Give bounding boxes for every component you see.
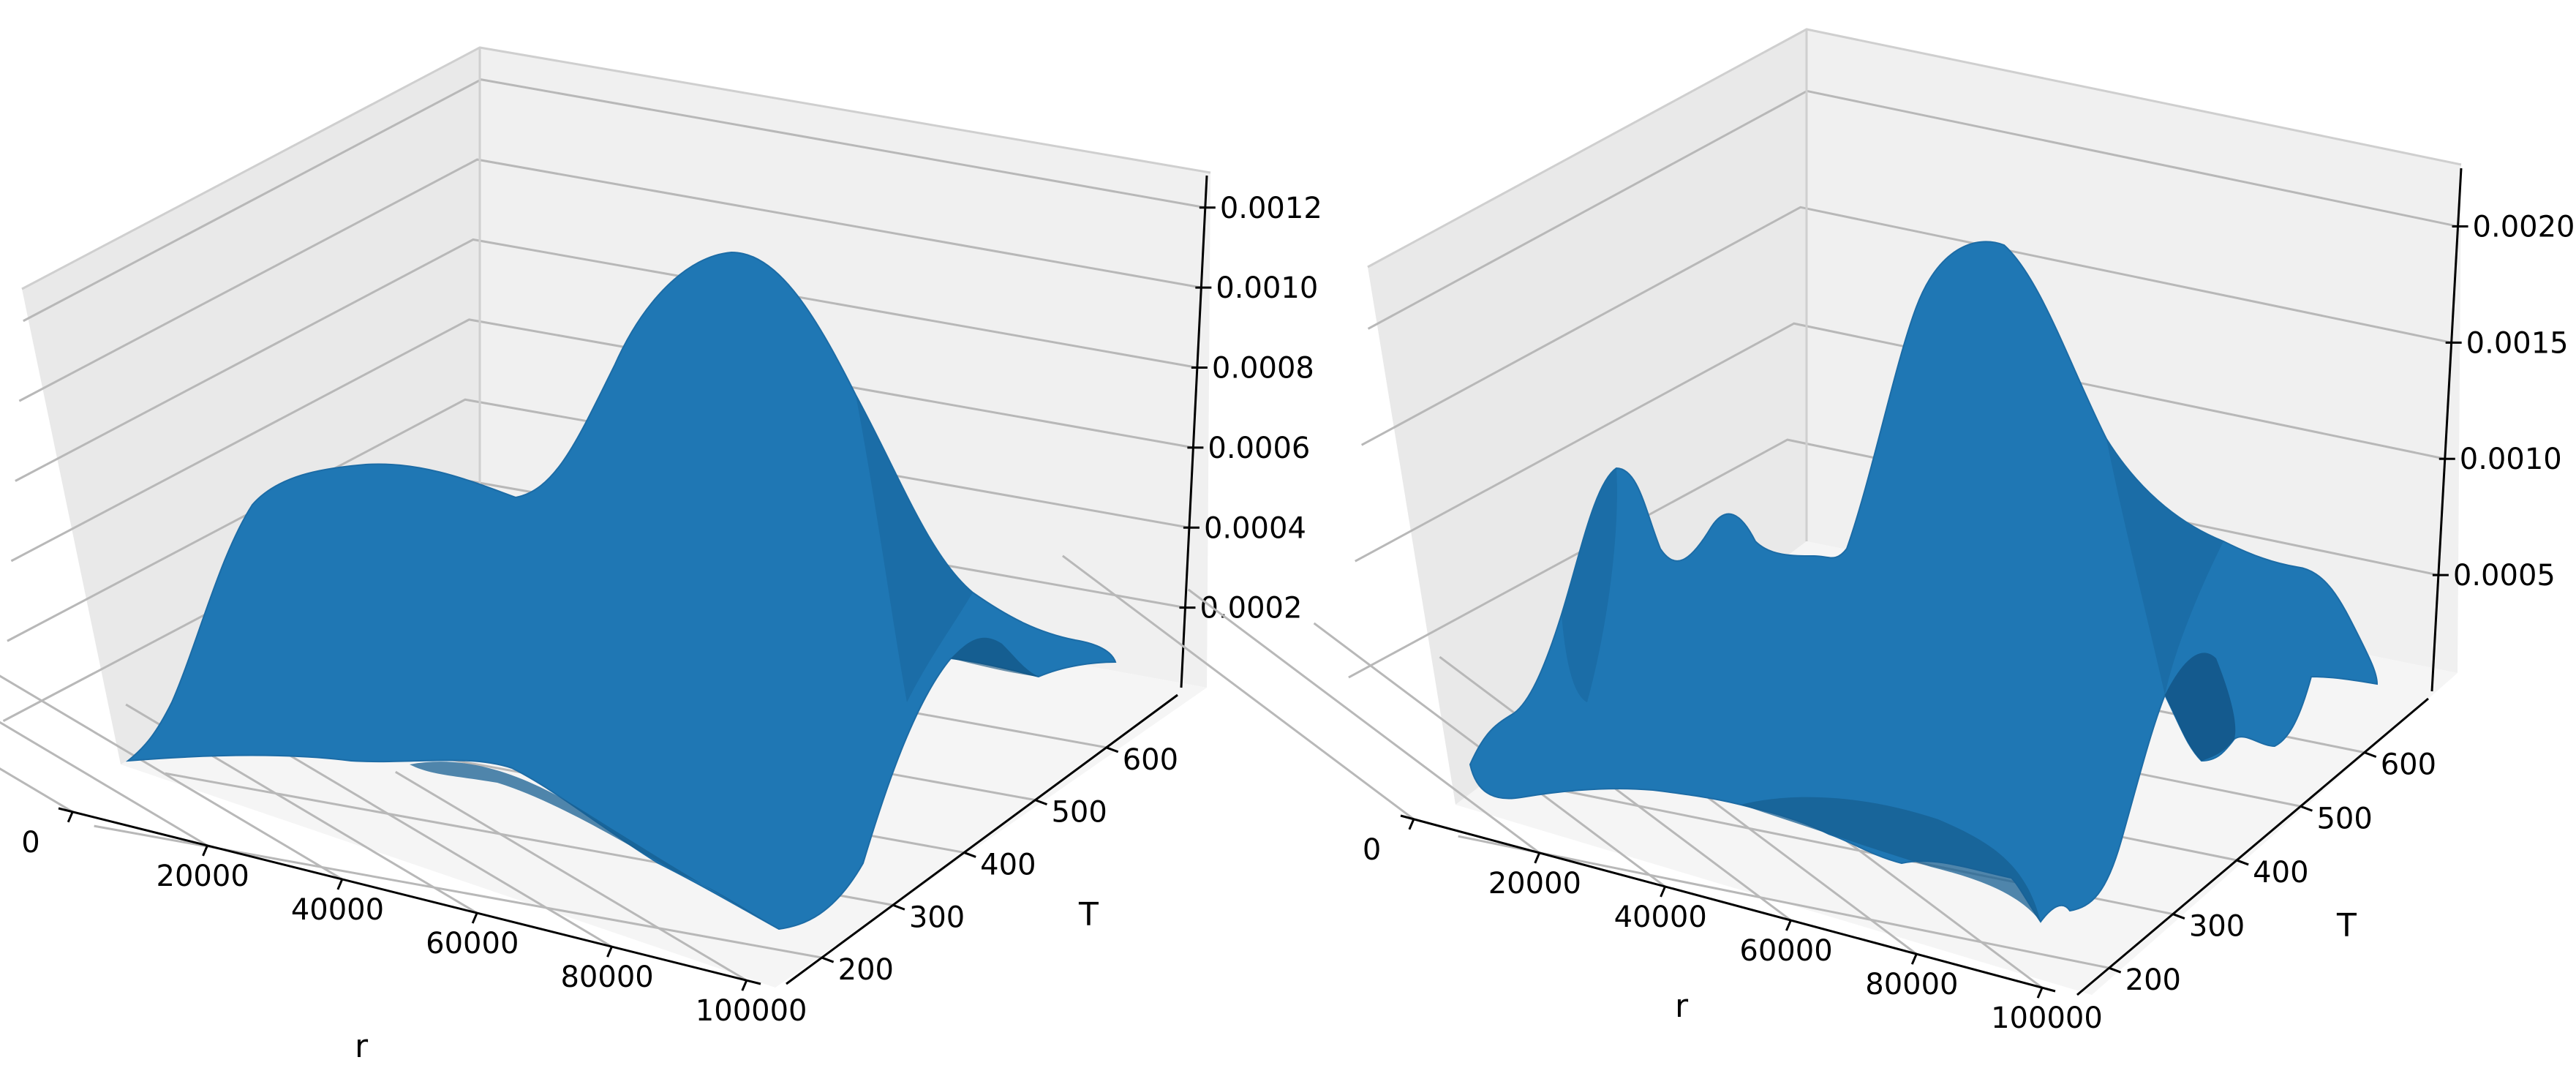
x-tick-label: 40000 <box>291 893 384 927</box>
pane-edges <box>21 46 1211 556</box>
z-grid-line <box>1360 206 2452 446</box>
y-tick-label: 300 <box>2189 910 2245 944</box>
x-tick-label: 80000 <box>1865 968 1958 1001</box>
z-tick-label: 0.0002 <box>1200 592 1302 625</box>
y-tick-label: 300 <box>909 901 965 934</box>
y-tick <box>1106 746 1119 753</box>
y-tick <box>2109 966 2122 974</box>
z-tick-label: 0.0015 <box>2466 326 2569 360</box>
x-tick-label: 60000 <box>426 927 519 960</box>
z-tick-label: 0.0020 <box>2473 210 2575 244</box>
x-tick <box>1408 819 1415 830</box>
z-tick-label: 0.0008 <box>1212 352 1314 386</box>
z-grid-line <box>1348 438 2439 679</box>
z-tick-label: 0.0004 <box>1204 511 1306 545</box>
y-tick-label: 400 <box>2253 856 2308 890</box>
x-tick-label: 0 <box>21 826 39 860</box>
x-tick <box>2036 987 2044 999</box>
x-grid-line <box>260 737 613 948</box>
z-tick-label: 0.0012 <box>1220 192 1322 225</box>
y-axis-label: T <box>2336 907 2357 944</box>
x-tick <box>741 980 748 991</box>
x-grid-line <box>1062 554 1415 821</box>
x-axis-label: r <box>1675 988 1689 1025</box>
z-tick-label: 0.0010 <box>2460 443 2562 476</box>
z-grid-line <box>7 398 1190 642</box>
y-tick-label: 600 <box>1123 743 1178 777</box>
x-tick <box>336 879 344 890</box>
y-tick <box>2300 805 2313 812</box>
x-tick-label: 20000 <box>1488 867 1581 901</box>
y-tick <box>821 956 835 963</box>
y-tick-label: 600 <box>2381 748 2436 782</box>
z-grid-line <box>15 238 1198 482</box>
x-tick <box>1910 953 1918 965</box>
y-tick-label: 200 <box>838 953 894 987</box>
y-tick <box>2364 751 2377 759</box>
y-tick-label: 200 <box>2125 963 2181 997</box>
x-grid-line <box>0 767 73 813</box>
y-tick-label: 400 <box>980 848 1036 881</box>
surface-shading-left <box>1562 468 1617 702</box>
surface-shading-valley <box>2165 653 2236 761</box>
x-tick <box>67 811 74 823</box>
z-grid-line <box>1355 322 2446 563</box>
z-tick-label: 0.0005 <box>2453 559 2556 593</box>
y-tick <box>2172 913 2185 920</box>
z-grid-line <box>10 318 1194 563</box>
y-tick-label: 500 <box>2316 802 2372 835</box>
surface <box>125 251 1117 931</box>
pane-edges <box>1367 28 2462 541</box>
x-grid-line <box>1187 588 1540 854</box>
surface-edge-shadow <box>951 637 1039 677</box>
surface-plot-left: 0 20000 40000 60000 80000 100000 200 300 400 500 6… <box>0 46 1322 1065</box>
x-grid-line <box>0 721 208 847</box>
x-grid-line <box>395 770 747 982</box>
y-grid-line <box>1458 835 2109 969</box>
surface-shading <box>1741 797 2041 922</box>
ticks <box>1408 225 2468 999</box>
y-tick <box>2236 859 2249 866</box>
x-tick <box>1534 852 1541 864</box>
axes <box>1400 168 2463 996</box>
y-tick <box>963 851 976 858</box>
axes <box>58 175 1208 985</box>
x-tick-label: 100000 <box>696 994 807 1028</box>
x-tick-label: 100000 <box>1991 1001 2103 1035</box>
x-tick-label: 60000 <box>1739 934 1832 968</box>
y-tick <box>1034 799 1047 806</box>
y-tick-label: 500 <box>1051 796 1107 830</box>
ticks <box>67 206 1216 991</box>
x-axis-label: r <box>355 1028 369 1065</box>
x-tick-label: 80000 <box>560 960 653 994</box>
x-tick <box>471 912 478 924</box>
x-tick-label: 0 <box>1363 833 1381 867</box>
x-tick <box>1785 920 1792 931</box>
x-tick-label: 20000 <box>157 860 249 893</box>
z-grid-line <box>23 78 1206 323</box>
x-tick <box>606 946 613 958</box>
x-tick-label: 40000 <box>1614 901 1707 934</box>
surface-shading-right <box>856 395 973 702</box>
surface <box>1469 241 2379 923</box>
z-tick-label: 0.0010 <box>1216 271 1318 305</box>
x-tick <box>1660 886 1666 898</box>
y-tick <box>892 903 905 911</box>
surface-shading-right <box>2106 439 2223 695</box>
z-grid-line <box>18 158 1202 402</box>
y-axis-label: T <box>1078 896 1099 933</box>
z-tick-label: 0.0006 <box>1208 432 1310 465</box>
x-grid-line <box>0 674 343 881</box>
tick-labels: 0 20000 40000 60000 80000 100000 200 300 400 500 6… <box>21 192 1322 1028</box>
surface-body <box>1469 241 2379 923</box>
x-tick <box>202 845 208 857</box>
